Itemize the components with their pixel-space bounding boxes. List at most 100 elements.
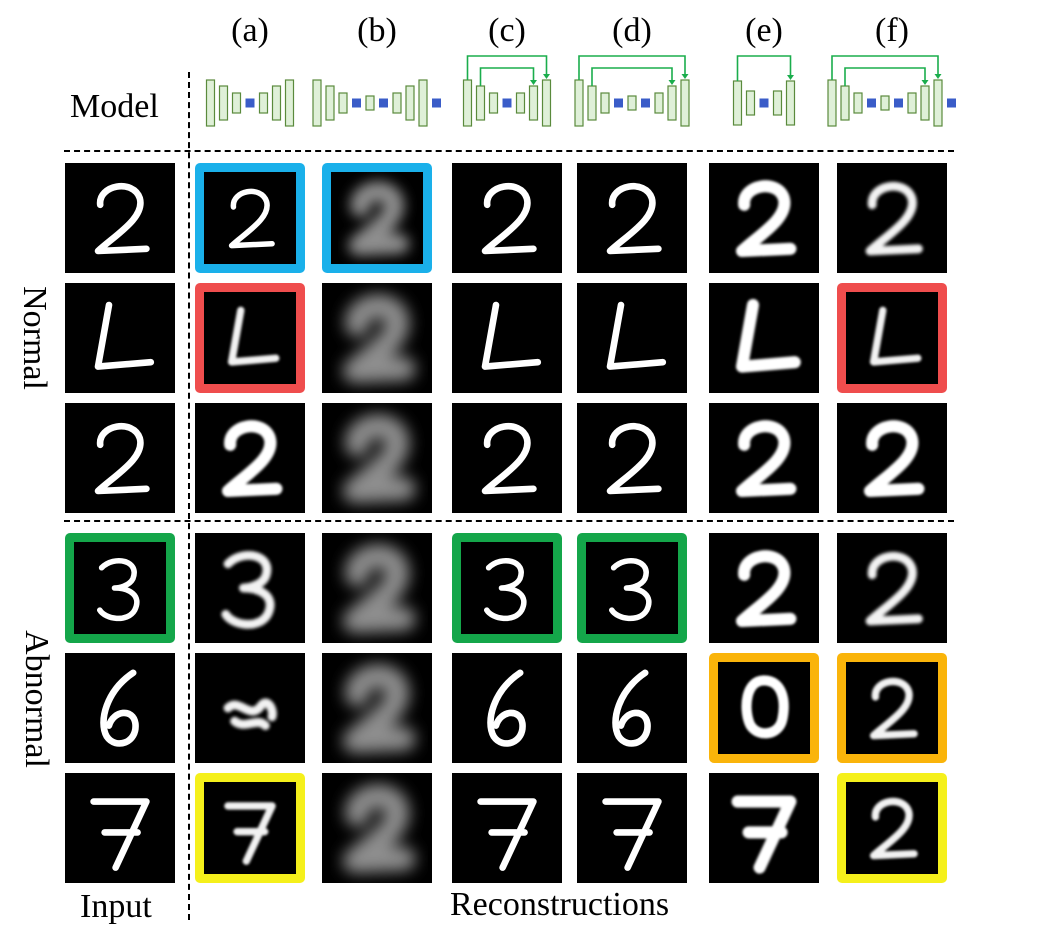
digit-image <box>204 172 296 264</box>
digit-stroke <box>865 181 923 256</box>
digit-image <box>322 653 432 763</box>
image-background <box>195 403 305 513</box>
bottleneck-block <box>502 98 512 108</box>
bottleneck-block <box>352 98 361 108</box>
layer-block <box>405 85 415 121</box>
image-background <box>204 172 296 264</box>
digit-image <box>322 403 432 513</box>
skip-connection <box>591 67 673 86</box>
reconstruction-c-5 <box>452 653 562 763</box>
image-background <box>837 403 947 513</box>
digit-stroke <box>612 669 651 747</box>
layer-block <box>475 85 486 121</box>
digit-stroke <box>602 798 662 871</box>
image-background <box>577 403 687 513</box>
reconstruction-c-3 <box>452 403 562 513</box>
reconstruction-e-1 <box>709 163 819 273</box>
digit-image <box>65 403 175 513</box>
image-background <box>204 292 296 384</box>
layer-block <box>907 92 917 114</box>
digit-stroke <box>94 422 150 495</box>
layer-block <box>785 80 796 126</box>
digit-stroke <box>606 422 662 495</box>
layer-block <box>541 79 552 127</box>
layer-block <box>627 95 637 111</box>
digit-stroke <box>487 669 526 747</box>
image-background <box>709 283 819 393</box>
layer-block <box>827 79 837 127</box>
digit-image <box>331 172 423 264</box>
digit-image <box>577 403 687 513</box>
layer-block <box>880 95 890 111</box>
digit-stroke <box>227 306 280 366</box>
reconstruction-b-4 <box>322 533 432 643</box>
reconstruction-b-5 <box>322 653 432 763</box>
reconstruction-f-3 <box>837 403 947 513</box>
digit-stroke <box>223 698 277 730</box>
digit-stroke <box>342 664 416 754</box>
digit-stroke <box>224 802 276 865</box>
skip-arrowhead <box>668 80 676 85</box>
digit-stroke <box>481 182 537 255</box>
layer-block <box>218 85 229 121</box>
reconstruction-e-4 <box>709 533 819 643</box>
image-background <box>709 403 819 513</box>
digit-stroke <box>606 301 667 370</box>
digit-stroke <box>869 677 918 740</box>
digit-image <box>195 533 305 643</box>
bottleneck-block <box>947 98 956 108</box>
bottleneck-block <box>641 98 650 108</box>
digit-stroke <box>348 181 410 256</box>
image-background <box>452 283 562 393</box>
layer-block <box>365 95 375 111</box>
digit-image <box>846 782 938 874</box>
layer-block <box>338 92 348 114</box>
vertical-divider <box>188 72 190 920</box>
bottleneck-block <box>379 98 388 108</box>
reconstruction-e-3 <box>709 403 819 513</box>
skip-arrowhead <box>787 75 794 80</box>
digit-image <box>452 283 562 393</box>
digit-stroke <box>735 180 797 258</box>
column-label-c: (c) <box>488 12 526 49</box>
digit-image <box>452 163 562 273</box>
layer-block <box>205 79 216 127</box>
input-image-2 <box>65 283 175 393</box>
layer-block <box>667 85 677 121</box>
reconstructions-label: Reconstructions <box>450 886 670 923</box>
reconstruction-e-6 <box>709 773 819 883</box>
reconstruction-c-1 <box>452 163 562 273</box>
bottleneck-block <box>614 98 623 108</box>
reconstruction-f-4 <box>837 533 947 643</box>
digit-stroke <box>477 798 537 871</box>
input-image-3 <box>65 403 175 513</box>
digit-image <box>204 782 296 874</box>
bottleneck-block <box>432 98 441 108</box>
input-image-5 <box>65 653 175 763</box>
digit-stroke <box>342 544 416 634</box>
layer-block <box>528 85 539 121</box>
image-background <box>709 163 819 273</box>
digit-image <box>709 773 819 883</box>
skip-connection <box>831 55 939 80</box>
reconstruction-f-6 <box>837 773 947 883</box>
digit-image <box>846 292 938 384</box>
digit-stroke <box>342 784 416 874</box>
image-background <box>65 163 175 273</box>
digit-image <box>452 403 562 513</box>
layer-block <box>258 92 269 114</box>
image-background <box>846 782 938 874</box>
digit-stroke <box>735 420 797 498</box>
image-background <box>837 163 947 273</box>
image-background <box>452 163 562 273</box>
digit-stroke <box>221 420 283 498</box>
reconstruction-e-2 <box>709 283 819 393</box>
layer-block <box>587 85 597 121</box>
group-divider <box>64 520 954 522</box>
reconstruction-b-2 <box>322 283 432 393</box>
model-label: Model <box>70 88 159 125</box>
image-background <box>65 773 175 883</box>
digit-image <box>195 403 305 513</box>
reconstruction-d-4 <box>577 533 687 643</box>
digit-image <box>65 283 175 393</box>
